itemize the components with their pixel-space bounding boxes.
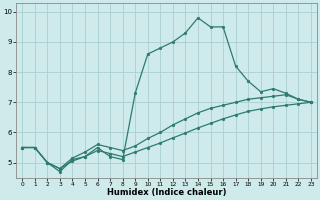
X-axis label: Humidex (Indice chaleur): Humidex (Indice chaleur) xyxy=(107,188,226,197)
